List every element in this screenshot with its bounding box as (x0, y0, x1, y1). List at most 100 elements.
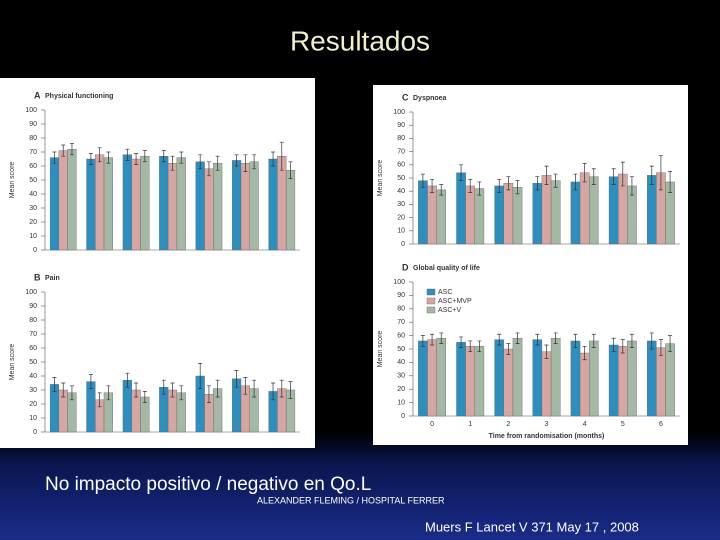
error-bar (125, 372, 130, 388)
error-bar (252, 379, 257, 398)
bar (503, 348, 514, 417)
error-bar (179, 151, 184, 164)
error-bar (468, 178, 473, 193)
x-tick-label: 1 (468, 421, 472, 428)
y-tick-label: 20 (29, 219, 37, 226)
error-bar (506, 176, 511, 191)
error-bar (61, 382, 66, 398)
y-tick-label: 0 (33, 429, 37, 436)
error-bar (439, 184, 444, 196)
y-tick-label: 30 (29, 387, 37, 394)
bar (436, 338, 447, 417)
y-tick-label: 60 (397, 162, 405, 169)
bar (532, 183, 543, 245)
error-bar (206, 385, 211, 403)
bar (474, 346, 485, 417)
legend-swatch (426, 288, 436, 296)
bar (532, 339, 543, 417)
y-tick-label: 60 (29, 345, 37, 352)
bar (646, 340, 657, 417)
error-bar (620, 339, 625, 354)
y-tick-label: 100 (393, 279, 405, 286)
error-bar (134, 382, 139, 398)
bar (204, 168, 214, 251)
error-bar (279, 379, 284, 398)
y-tick-label: 10 (397, 399, 405, 406)
y-tick-label: 20 (397, 214, 405, 221)
y-tick-label: 80 (29, 135, 37, 142)
citation: Muers F Lancet V 371 May 17 , 2008 (425, 519, 639, 534)
bar (285, 169, 296, 251)
bar (49, 157, 60, 251)
y-tick-label: 70 (29, 331, 37, 338)
y-tick-label: 100 (25, 289, 37, 296)
error-bar (206, 161, 211, 177)
error-bar (430, 333, 435, 346)
bar (494, 339, 504, 417)
error-bar (179, 385, 184, 401)
error-bar (52, 151, 57, 164)
error-bar (125, 148, 130, 161)
y-tick-label: 20 (397, 386, 405, 393)
bar (627, 340, 637, 417)
y-tick-label: 90 (397, 122, 405, 129)
error-bar (161, 150, 166, 163)
error-bar (649, 332, 654, 350)
error-bar (459, 336, 464, 349)
error-bar (515, 180, 520, 195)
caption: No impacto positivo / negativo en Qo.L (45, 474, 371, 495)
y-tick-label: 90 (29, 303, 37, 310)
error-bar (142, 391, 147, 403)
y-tick-label: 80 (397, 306, 405, 313)
bar (131, 158, 141, 251)
y-tick-label: 90 (397, 292, 405, 299)
x-tick-label: 6 (659, 421, 663, 428)
y-tick-label: 50 (29, 359, 37, 366)
bar (86, 158, 96, 251)
bar (140, 155, 150, 251)
x-tick-label: 0 (430, 421, 434, 428)
bar (418, 180, 428, 245)
error-bar (611, 168, 616, 185)
error-bar (468, 340, 473, 353)
panel-letter: D (402, 262, 409, 272)
error-bar (288, 381, 293, 399)
bar (618, 346, 628, 417)
error-bar (88, 374, 93, 389)
y-tick-label: 30 (29, 205, 37, 212)
bar (167, 162, 178, 251)
error-bar (611, 337, 616, 353)
panel-letter: A (34, 90, 41, 100)
error-bar (439, 332, 444, 344)
y-tick-label: 70 (397, 148, 405, 155)
y-tick-label: 80 (397, 135, 405, 142)
error-bar (629, 333, 634, 349)
y-tick-label: 40 (397, 359, 405, 366)
bar (608, 344, 619, 417)
error-bar (88, 153, 93, 165)
error-bar (658, 155, 663, 191)
y-tick-label: 0 (401, 241, 405, 248)
y-tick-label: 90 (29, 121, 37, 128)
bar (436, 189, 447, 245)
panel-letter: B (34, 272, 41, 282)
error-bar (97, 392, 102, 408)
bar (541, 351, 552, 417)
error-bar (506, 343, 511, 355)
error-bar (582, 163, 587, 183)
y-axis-label: Mean score (377, 160, 384, 197)
bar (665, 343, 675, 417)
bar (465, 185, 475, 245)
y-tick-label: 40 (397, 188, 405, 195)
error-bar (573, 333, 578, 349)
y-tick-label: 50 (29, 177, 37, 184)
bar (608, 176, 619, 245)
error-bar (234, 370, 239, 388)
bar (122, 154, 132, 251)
bar (95, 154, 105, 251)
error-bar (161, 379, 166, 395)
error-bar (134, 153, 139, 165)
bar (570, 340, 581, 417)
bar (159, 155, 169, 251)
